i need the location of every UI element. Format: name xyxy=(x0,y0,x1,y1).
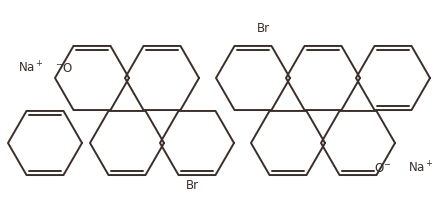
Text: Br: Br xyxy=(186,179,198,192)
Text: Br: Br xyxy=(257,22,270,34)
Text: Na$^+$: Na$^+$ xyxy=(18,60,44,76)
Text: O$^{-}$: O$^{-}$ xyxy=(374,162,392,174)
Text: Na$^+$: Na$^+$ xyxy=(408,160,434,176)
Text: $^{-}$O: $^{-}$O xyxy=(55,62,73,75)
